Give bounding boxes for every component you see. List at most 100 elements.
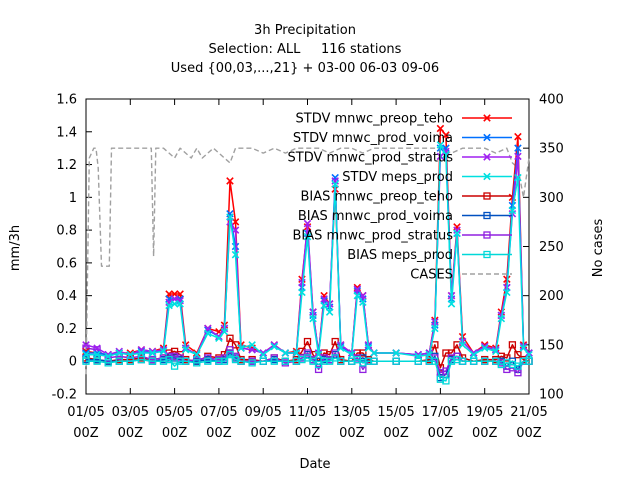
legend: STDV mnwc_preop_teho STDV mnwc_prod_voima… bbox=[288, 112, 512, 283]
y-tick-label: 1.4 bbox=[56, 125, 77, 140]
y-axis-label: mm/3h bbox=[8, 225, 23, 271]
data-point bbox=[115, 349, 123, 357]
data-point bbox=[148, 349, 157, 357]
data-point bbox=[314, 365, 323, 374]
y-tick-label: 0.4 bbox=[56, 289, 77, 304]
data-point bbox=[126, 350, 135, 359]
legend-item: STDV mnwc_prod_stratus bbox=[288, 151, 512, 166]
data-point bbox=[231, 250, 240, 259]
data-point bbox=[480, 344, 489, 352]
legend-item: BIAS mnwc_prod_voima bbox=[298, 209, 512, 224]
data-point bbox=[483, 231, 491, 239]
data-point bbox=[259, 349, 267, 357]
y-tick-label: 0.8 bbox=[56, 224, 77, 239]
x-tick-label: 00Z bbox=[250, 426, 276, 441]
data-point bbox=[314, 350, 323, 359]
data-point bbox=[248, 341, 256, 349]
legend-item: BIAS mnwc_preop_teho bbox=[300, 190, 512, 205]
data-point bbox=[309, 314, 317, 323]
data-point bbox=[514, 173, 522, 182]
data-point bbox=[483, 192, 491, 200]
y-tick-label: 0 bbox=[69, 355, 77, 370]
x-tick-label: 00Z bbox=[206, 426, 232, 441]
data-point bbox=[237, 357, 245, 365]
data-point bbox=[425, 350, 434, 359]
data-point bbox=[298, 288, 306, 297]
data-point bbox=[469, 350, 478, 359]
data-point bbox=[481, 357, 489, 365]
x-tick-label: 00Z bbox=[428, 426, 454, 441]
data-point bbox=[93, 350, 101, 359]
data-point bbox=[492, 347, 500, 356]
legend-item: BIAS mnwc_prod_stratus bbox=[292, 229, 512, 244]
data-point bbox=[104, 352, 112, 361]
legend-label: CASES bbox=[410, 268, 453, 283]
data-point bbox=[281, 349, 290, 357]
data-point bbox=[303, 349, 312, 357]
data-point bbox=[353, 291, 362, 300]
y-tick-label: 0.6 bbox=[56, 256, 77, 271]
y-tick-label: 1.6 bbox=[56, 93, 77, 108]
x-tick-label: 11/05 bbox=[289, 405, 326, 420]
data-point bbox=[270, 342, 279, 351]
x-tick-label: 07/05 bbox=[200, 405, 237, 420]
data-point bbox=[483, 211, 491, 220]
data-point bbox=[220, 327, 229, 336]
legend-label: STDV mnwc_prod_stratus bbox=[288, 151, 454, 166]
data-point bbox=[519, 344, 528, 352]
data-point bbox=[442, 150, 450, 159]
legend-label: BIAS meps_prod bbox=[347, 248, 453, 263]
data-point bbox=[525, 357, 533, 365]
data-point bbox=[226, 351, 234, 359]
y-tick-label: 1.2 bbox=[56, 158, 77, 173]
data-point bbox=[259, 357, 267, 365]
data-point bbox=[483, 133, 491, 142]
x-tick-label: 03/05 bbox=[112, 405, 149, 420]
data-point bbox=[453, 229, 461, 238]
data-point bbox=[414, 352, 423, 361]
y-tick-label: -0.2 bbox=[52, 388, 77, 403]
x-tick-label: 17/05 bbox=[422, 405, 459, 420]
data-point bbox=[192, 350, 201, 359]
data-point bbox=[148, 357, 157, 365]
data-point bbox=[170, 362, 179, 370]
legend-item: CASES bbox=[410, 268, 512, 283]
data-point bbox=[182, 357, 190, 365]
x-tick-label: 13/05 bbox=[333, 405, 370, 420]
data-point bbox=[503, 288, 511, 297]
data-point bbox=[458, 357, 467, 365]
series-layer bbox=[82, 124, 533, 385]
data-point bbox=[320, 301, 328, 310]
data-point bbox=[414, 357, 422, 365]
chart-titles: 3h Precipitation Selection: ALL 116 stat… bbox=[171, 23, 439, 76]
x-tick-label: 09/05 bbox=[244, 405, 281, 420]
data-point bbox=[483, 153, 491, 161]
data-point bbox=[126, 357, 134, 365]
data-point bbox=[93, 344, 101, 352]
data-point bbox=[137, 349, 146, 357]
legend-item: STDV meps_prod bbox=[342, 170, 512, 185]
data-point bbox=[303, 337, 312, 346]
data-point bbox=[392, 357, 400, 365]
y2-axis-label: No cases bbox=[591, 219, 606, 278]
data-point bbox=[447, 300, 456, 308]
data-point bbox=[353, 285, 362, 293]
data-point bbox=[165, 301, 173, 310]
data-point bbox=[436, 141, 445, 149]
data-point bbox=[226, 334, 234, 342]
data-point bbox=[483, 114, 491, 122]
data-point bbox=[226, 177, 234, 185]
data-point bbox=[414, 350, 423, 359]
data-point bbox=[226, 346, 234, 354]
chart-title-line-3: Used {00,03,...,21} + 03-00 06-03 09-06 bbox=[171, 61, 439, 76]
legend-item: STDV mnwc_preop_teho bbox=[296, 112, 512, 127]
data-point bbox=[514, 144, 522, 152]
data-point bbox=[514, 132, 522, 141]
legend-label: BIAS mnwc_prod_voima bbox=[298, 209, 453, 224]
y2-tick-label: 300 bbox=[539, 191, 564, 206]
legend-label: STDV mnwc_preop_teho bbox=[296, 112, 454, 127]
legend-item: BIAS meps_prod bbox=[347, 248, 512, 263]
chart-title-line-2: Selection: ALL 116 stations bbox=[209, 42, 402, 57]
data-point bbox=[204, 329, 212, 338]
